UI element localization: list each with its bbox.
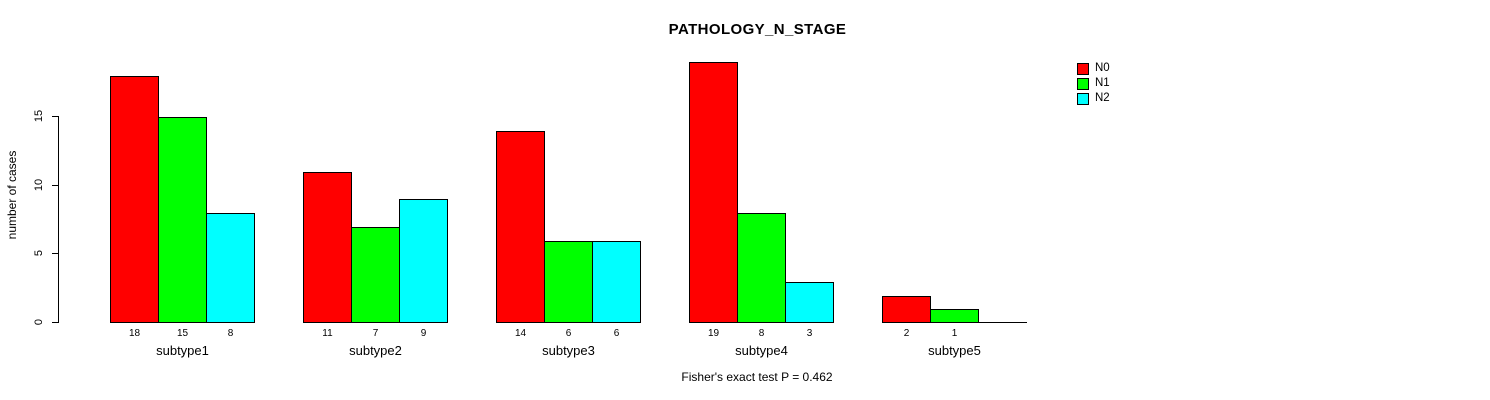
bar-value-label: 8 bbox=[758, 328, 765, 339]
y-tick-label: 15 bbox=[33, 109, 45, 123]
bar-subtype2-N1 bbox=[351, 227, 400, 323]
bar-subtype3-N0 bbox=[496, 131, 545, 323]
bar-subtype4-N1 bbox=[737, 213, 786, 323]
bar-value-label: 11 bbox=[322, 328, 333, 339]
chart-title: PATHOLOGY_N_STAGE bbox=[668, 21, 847, 38]
bar-value-label: 18 bbox=[128, 328, 141, 339]
group-label-subtype4: subtype4 bbox=[735, 343, 788, 358]
bar-value-label: 15 bbox=[176, 328, 189, 339]
y-axis-line bbox=[58, 116, 59, 322]
y-tick bbox=[52, 116, 59, 117]
legend-swatch-N0 bbox=[1077, 62, 1089, 75]
legend-label: N0 bbox=[1095, 62, 1110, 74]
bar-value-label: 7 bbox=[372, 328, 379, 339]
legend-swatch-N2 bbox=[1077, 92, 1089, 105]
y-tick bbox=[52, 185, 59, 186]
bar-subtype3-N1 bbox=[544, 241, 593, 323]
group-label-subtype2: subtype2 bbox=[349, 343, 402, 358]
group-label-subtype3: subtype3 bbox=[542, 343, 595, 358]
bar-subtype1-N0 bbox=[110, 76, 159, 323]
bar-value-label: 2 bbox=[903, 328, 910, 339]
bar-subtype5-N0 bbox=[882, 296, 931, 323]
bar-value-label: 1 bbox=[951, 328, 958, 339]
bar-subtype4-N0 bbox=[689, 62, 738, 323]
bar-subtype5-N1 bbox=[930, 309, 979, 323]
bar-value-label: 8 bbox=[227, 328, 234, 339]
bar-subtype2-N2 bbox=[399, 199, 448, 323]
bar-subtype3-N2 bbox=[592, 241, 641, 323]
legend-label: N1 bbox=[1095, 77, 1110, 89]
y-tick-label: 5 bbox=[33, 249, 45, 257]
y-tick bbox=[52, 322, 59, 323]
group-label-subtype5: subtype5 bbox=[928, 343, 981, 358]
bar-value-label: 19 bbox=[707, 328, 720, 339]
bar-subtype1-N1 bbox=[158, 117, 207, 323]
legend-label: N2 bbox=[1095, 92, 1110, 104]
bar-subtype4-N2 bbox=[785, 282, 834, 323]
legend-row-N1: N1 bbox=[1077, 76, 1110, 91]
bar-value-label: 14 bbox=[514, 328, 527, 339]
legend-row-N0: N0 bbox=[1077, 61, 1110, 76]
group-label-subtype1: subtype1 bbox=[156, 343, 209, 358]
bar-value-label: 6 bbox=[565, 328, 572, 339]
bar-value-label: 9 bbox=[420, 328, 427, 339]
bar-subtype1-N2 bbox=[206, 213, 255, 323]
stat-annotation: Fisher's exact test P = 0.462 bbox=[681, 370, 833, 384]
bar-subtype5-N2 bbox=[978, 322, 1027, 323]
legend: N0 N1 N2 bbox=[1077, 61, 1110, 106]
bar-value-label: 6 bbox=[613, 328, 620, 339]
legend-swatch-N1 bbox=[1077, 77, 1089, 90]
y-tick-label: 10 bbox=[33, 178, 45, 192]
y-tick bbox=[52, 253, 59, 254]
legend-row-N2: N2 bbox=[1077, 91, 1110, 106]
bar-value-label: 3 bbox=[806, 328, 813, 339]
y-tick-label: 0 bbox=[33, 318, 45, 326]
bar-subtype2-N0 bbox=[303, 172, 352, 323]
